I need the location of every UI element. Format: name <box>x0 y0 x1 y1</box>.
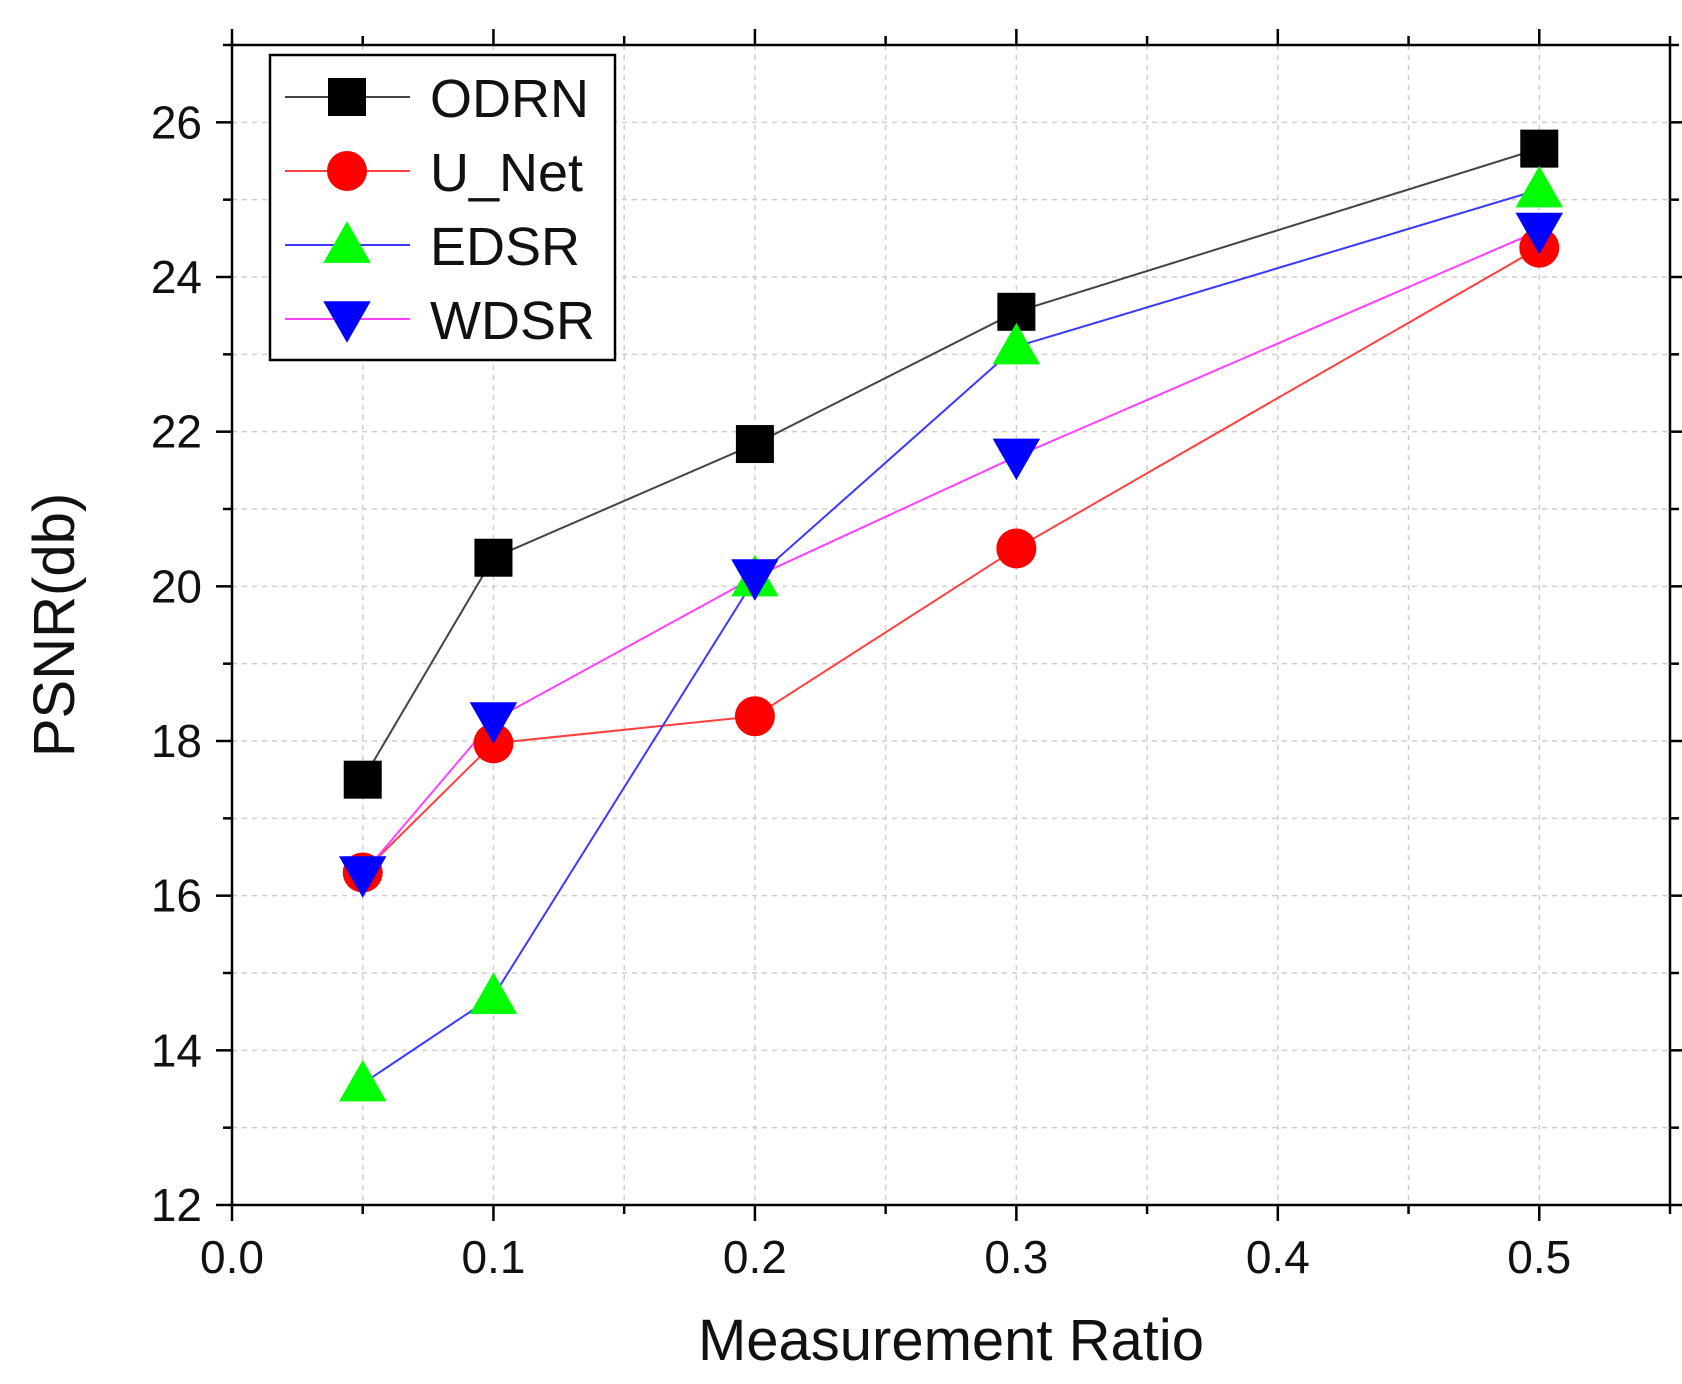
x-tick-label: 0.4 <box>1246 1231 1310 1283</box>
plot-series <box>338 129 1564 1102</box>
data-point-edsr <box>469 972 518 1015</box>
data-point-u_net <box>734 696 775 737</box>
data-point-odrn <box>474 538 513 577</box>
data-point-odrn <box>1520 129 1559 168</box>
plot-frame <box>230 43 1672 1207</box>
data-point-wdsr <box>338 856 387 898</box>
legend-marker-wdsr <box>323 301 371 343</box>
legend-marker-odrn <box>328 78 366 116</box>
legend: ODRN U_Net EDSR WDSR <box>268 53 617 362</box>
data-point-edsr <box>992 322 1041 365</box>
y-tick-label: 18 <box>151 715 202 767</box>
y-tick-label: 26 <box>151 96 202 148</box>
y-tick-label: 12 <box>151 1179 202 1231</box>
data-point-wdsr <box>469 702 518 744</box>
legend-label-odrn: ODRN <box>430 69 589 129</box>
axis-ticks: 0.0 0.1 0.2 0.3 0.4 0.5 12 14 16 18 20 22 24 26 <box>151 29 1682 1283</box>
x-axis-title: Measurement Ratio <box>698 1308 1204 1373</box>
data-point-edsr <box>338 1059 387 1102</box>
x-tick-label: 0.5 <box>1507 1231 1571 1283</box>
legend-marker-edsr <box>323 221 371 263</box>
y-tick-label: 20 <box>151 560 202 612</box>
legend-box <box>268 53 617 362</box>
x-tick-label: 0.2 <box>723 1231 787 1283</box>
data-point-wdsr <box>731 559 779 601</box>
y-tick-label: 24 <box>151 251 202 303</box>
x-tick-label: 0.3 <box>984 1231 1048 1283</box>
data-point-wdsr <box>992 438 1041 481</box>
x-tick-label: 0.1 <box>461 1231 525 1283</box>
y-tick-label: 22 <box>151 406 202 458</box>
data-point-odrn <box>343 760 382 799</box>
data-point-wdsr <box>1515 212 1564 255</box>
legend-label-wdsr: WDSR <box>430 291 595 351</box>
data-point-edsr <box>1515 165 1564 208</box>
y-tick-label: 14 <box>151 1024 202 1076</box>
legend-marker-u_net <box>327 151 367 191</box>
data-point-u_net <box>996 528 1037 569</box>
y-tick-label: 16 <box>151 870 202 922</box>
data-point-odrn <box>735 425 774 464</box>
y-axis-title: PSNR(db) <box>22 493 87 757</box>
x-tick-label: 0.0 <box>200 1231 264 1283</box>
legend-label-u_net: U_Net <box>430 143 583 203</box>
legend-label-edsr: EDSR <box>430 217 580 277</box>
